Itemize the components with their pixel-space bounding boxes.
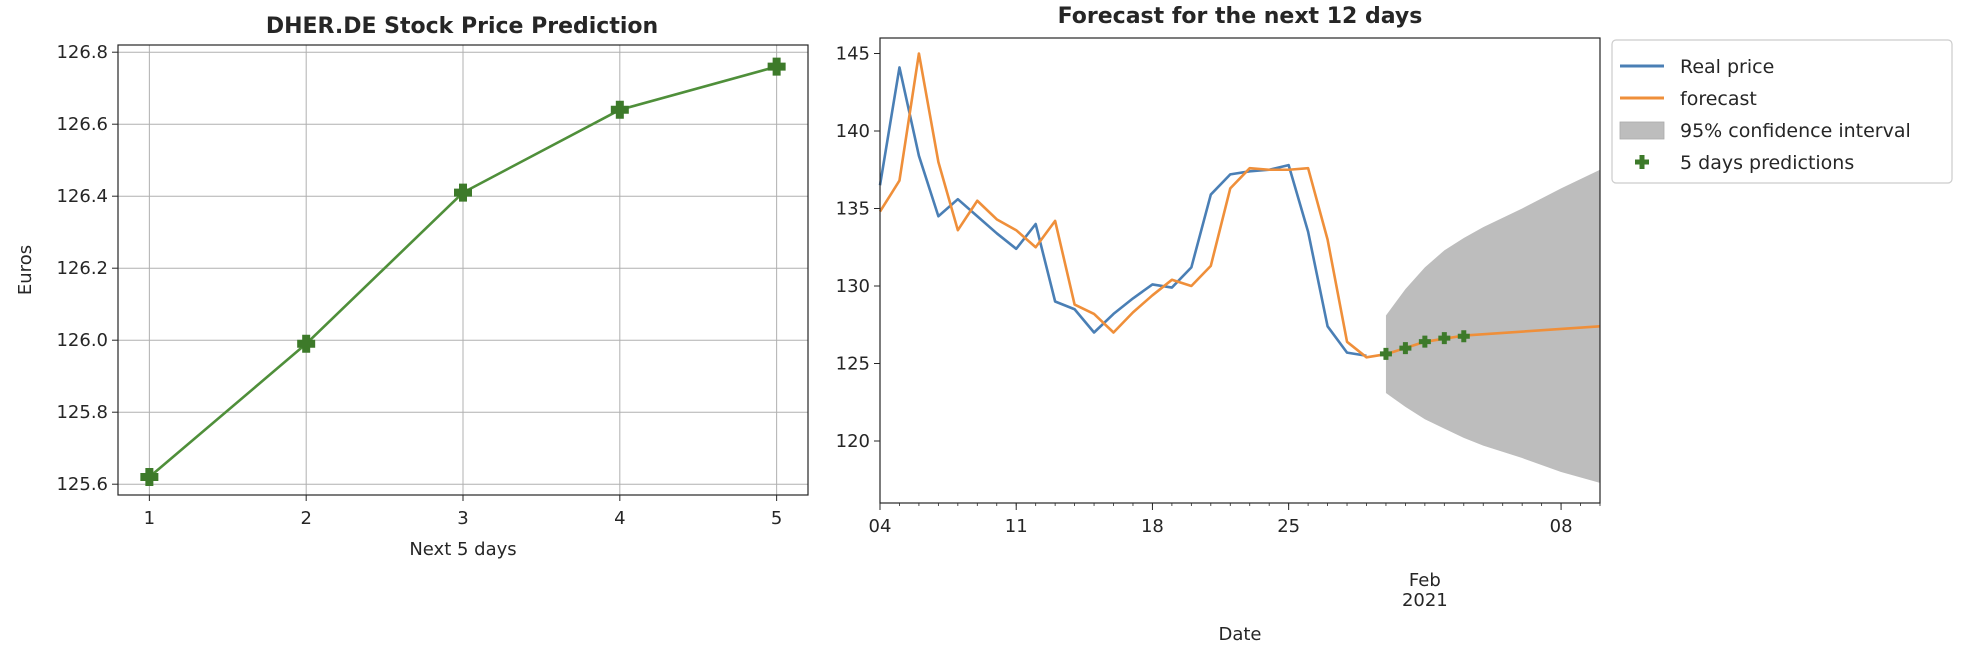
legend-label-predictions: 5 days predictions bbox=[1680, 152, 1854, 174]
chart1-ytick-label: 126.6 bbox=[56, 114, 108, 135]
chart1-point bbox=[140, 468, 159, 486]
chart1-ytick-label: 125.8 bbox=[56, 402, 108, 423]
legend-frame bbox=[1611, 39, 1953, 184]
chart2-confidence-band bbox=[1385, 169, 1600, 483]
chart2-legend: Real price forecast 95% confidence inter… bbox=[1611, 39, 1953, 184]
legend-swatch-predictions-marker bbox=[1635, 155, 1649, 169]
chart2-xtick-label: 25 bbox=[1277, 516, 1300, 537]
chart2-ytick-label: 135 bbox=[836, 199, 870, 220]
chart1-xlabel: Next 5 days bbox=[409, 539, 516, 560]
chart1-xticks: 1 2 3 4 5 bbox=[144, 495, 782, 529]
chart2-real-price-line bbox=[878, 66, 1367, 358]
forecast-chart: Forecast for the next 12 days 04 11 18 25 08… bbox=[836, 4, 1601, 645]
legend-label-forecast: forecast bbox=[1680, 88, 1757, 110]
chart2-ytick-label: 125 bbox=[836, 354, 870, 375]
chart1-ytick-label: 125.6 bbox=[56, 474, 108, 495]
chart1-xtick-label: 2 bbox=[300, 508, 311, 529]
chart1-ytick-label: 126.0 bbox=[56, 330, 108, 351]
chart1-xtick-label: 1 bbox=[144, 508, 155, 529]
chart2-ytick-label: 145 bbox=[836, 44, 870, 65]
stock-prediction-chart: DHER.DE Stock Price Prediction 1 2 3 4 5 125… bbox=[15, 14, 809, 560]
chart2-prediction-point bbox=[1399, 342, 1412, 355]
chart1-grid bbox=[118, 45, 808, 495]
chart2-prediction-point bbox=[1379, 347, 1392, 360]
chart1-point bbox=[297, 334, 316, 353]
chart2-month-label-line: 2021 bbox=[1402, 590, 1448, 611]
chart2-confidence-area bbox=[1385, 169, 1600, 483]
legend-label-real-price: Real price bbox=[1680, 56, 1774, 78]
chart2-xtick-label: 04 bbox=[869, 516, 892, 537]
chart2-prediction-point bbox=[1457, 330, 1470, 343]
chart1-point bbox=[610, 100, 629, 119]
chart2-markers bbox=[1379, 330, 1470, 360]
chart1-ytick-label: 126.2 bbox=[56, 258, 108, 279]
chart2-yticks: 120 125 130 135 140 145 bbox=[836, 44, 880, 452]
chart2-ytick-label: 120 bbox=[836, 431, 870, 452]
chart2-month-label-line: Feb bbox=[1409, 570, 1441, 591]
chart2-plot-frame bbox=[879, 37, 1601, 504]
chart1-yticks: 125.6 125.8 126.0 126.2 126.4 126.6 126.8 bbox=[56, 42, 118, 495]
legend-label-confidence-interval: 95% confidence interval bbox=[1680, 120, 1911, 142]
chart1-xtick-label: 3 bbox=[457, 508, 468, 529]
chart2-ytick-label: 140 bbox=[836, 121, 870, 142]
chart2-title: Forecast for the next 12 days bbox=[1058, 4, 1423, 29]
chart2-xtick-label: 08 bbox=[1550, 516, 1573, 537]
chart1-markers bbox=[140, 57, 786, 486]
chart2-xticks: 04 11 18 25 08 bbox=[869, 503, 1601, 537]
chart2-xtick-label: 18 bbox=[1141, 516, 1164, 537]
chart2-ytick-label: 130 bbox=[836, 276, 870, 297]
chart1-xtick-label: 5 bbox=[771, 508, 782, 529]
chart2-prediction-point bbox=[1418, 335, 1431, 348]
chart1-point bbox=[767, 57, 786, 76]
chart2-xlabel: Date bbox=[1218, 624, 1261, 645]
chart1-xtick-label: 4 bbox=[614, 508, 625, 529]
chart1-title: DHER.DE Stock Price Prediction bbox=[266, 14, 658, 39]
chart1-point bbox=[454, 183, 472, 202]
chart1-ylabel: Euros bbox=[15, 245, 36, 295]
chart1-ytick-label: 126.8 bbox=[56, 42, 108, 63]
chart2-xtick-label: 11 bbox=[1005, 516, 1028, 537]
chart1-ytick-label: 126.4 bbox=[56, 186, 108, 207]
legend-swatch-confidence-interval bbox=[1619, 121, 1665, 140]
chart2-prediction-point bbox=[1438, 332, 1451, 345]
